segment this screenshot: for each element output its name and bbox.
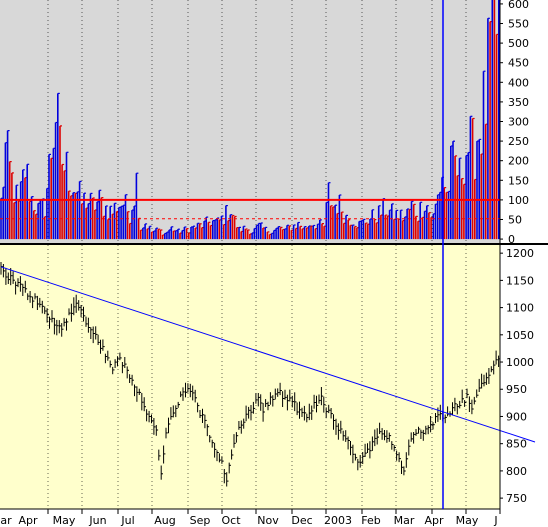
indicator-y-tick-label: 400 xyxy=(508,76,529,89)
indicator-y-tick-label: 550 xyxy=(508,18,529,31)
trendline xyxy=(0,266,536,443)
x-tick-label: 2003 xyxy=(324,514,352,527)
x-tick-label: May xyxy=(53,514,76,527)
indicator-y-tick-label: 500 xyxy=(508,37,529,50)
indicator-y-tick-label: 0 xyxy=(508,233,515,246)
price-y-tick-label: 800 xyxy=(506,465,527,478)
x-tick-label: ar xyxy=(0,514,12,527)
x-tick-label: Nov xyxy=(257,514,279,527)
x-tick-label: Sep xyxy=(190,514,211,527)
x-tick-label: Mar xyxy=(394,514,415,527)
price-y-tick-label: 1100 xyxy=(506,302,534,315)
price-y-tick-label: 950 xyxy=(506,383,527,396)
indicator-y-tick-label: 300 xyxy=(508,116,529,129)
x-tick-label: J xyxy=(493,514,497,527)
x-tick-label: Apr xyxy=(18,514,38,527)
indicator-y-tick-label: 200 xyxy=(508,155,529,168)
indicator-y-tick-label: 100 xyxy=(508,194,529,207)
x-tick-label: Dec xyxy=(291,514,312,527)
x-axis-bg xyxy=(0,509,548,527)
x-tick-label: Feb xyxy=(361,514,380,527)
x-tick-label: Jul xyxy=(120,514,134,527)
price-y-axis: 1200 1150 1100 1050 1000 950 900 850 800 750 xyxy=(500,247,534,505)
indicator-y-tick-label: 350 xyxy=(508,96,529,109)
indicator-y-tick-label: 150 xyxy=(508,174,529,187)
price-y-tick-label: 1050 xyxy=(506,329,534,342)
x-tick-label: Apr xyxy=(424,514,444,527)
indicator-y-tick-label: 50 xyxy=(508,213,522,226)
indicator-y-tick-label: 600 xyxy=(508,0,529,11)
indicator-axis-bg xyxy=(500,0,548,243)
indicator-y-tick-label: 450 xyxy=(508,57,529,70)
price-axis-bg xyxy=(500,245,548,509)
x-tick-label: Oct xyxy=(221,514,241,527)
price-y-tick-label: 750 xyxy=(506,492,527,505)
price-gridlines xyxy=(47,245,501,509)
price-y-tick-label: 900 xyxy=(506,410,527,423)
indicator-reference-lines xyxy=(0,198,500,220)
panel-separator xyxy=(0,243,548,245)
x-axis: ar Apr May Jun Jul Aug Sep Oct Nov Dec 2003 Feb Mar A… xyxy=(0,509,501,527)
x-tick-label: Jun xyxy=(88,514,106,527)
price-hlc-bars xyxy=(0,262,501,487)
x-tick-label: May xyxy=(456,514,479,527)
x-tick-label: Aug xyxy=(154,514,175,527)
price-y-tick-label: 1200 xyxy=(506,247,534,260)
price-plot-bg xyxy=(0,245,500,509)
price-y-tick-label: 1000 xyxy=(506,356,534,369)
indicator-gridlines xyxy=(47,0,501,243)
price-y-tick-label: 850 xyxy=(506,438,527,451)
price-y-tick-label: 1150 xyxy=(506,274,534,287)
indicator-y-tick-label: 250 xyxy=(508,135,529,148)
price-trendline xyxy=(0,266,536,443)
